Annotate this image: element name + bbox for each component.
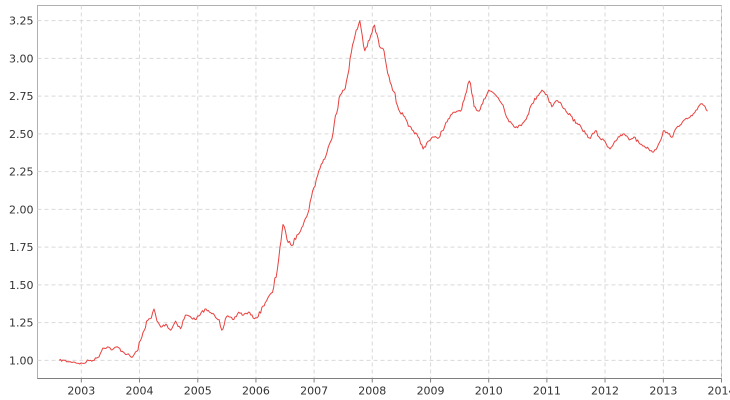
y-tick-label: 1.75	[9, 241, 34, 254]
x-tick-label: 2010	[475, 385, 503, 398]
x-tick-label: 2006	[242, 385, 270, 398]
x-axis-ticks: 2003 2004 2005 2006 2007 2008 2009 2010 2011 2012…	[67, 378, 730, 398]
x-tick-label: 2009	[417, 385, 445, 398]
x-tick-label: 2014	[708, 385, 730, 398]
x-tick-label: 2003	[67, 385, 95, 398]
y-tick-label: 1.00	[9, 354, 34, 367]
series-line-0	[58, 20, 708, 365]
y-tick-label: 2.50	[9, 128, 34, 141]
x-tick-label: 2004	[125, 385, 153, 398]
x-tick-label: 2007	[300, 385, 328, 398]
y-tick-label: 2.25	[9, 166, 34, 179]
x-tick-label: 2012	[591, 385, 619, 398]
y-tick-label: 2.00	[9, 203, 34, 216]
y-tick-label: 1.25	[9, 317, 34, 330]
x-tick-label: 2011	[533, 385, 561, 398]
series-group	[58, 20, 708, 365]
y-tick-label: 3.00	[9, 52, 34, 65]
x-tick-label: 2013	[649, 385, 677, 398]
x-tick-label: 2005	[184, 385, 212, 398]
y-tick-label: 3.25	[9, 15, 34, 28]
grid-lines	[37, 5, 722, 379]
y-tick-label: 2.75	[9, 90, 34, 103]
y-axis-ticks: 1.00 1.25 1.50 1.75 2.00 2.25 2.50 2.75 3.00 3.25	[9, 15, 34, 368]
x-tick-label: 2008	[358, 385, 386, 398]
y-tick-label: 1.50	[9, 279, 34, 292]
